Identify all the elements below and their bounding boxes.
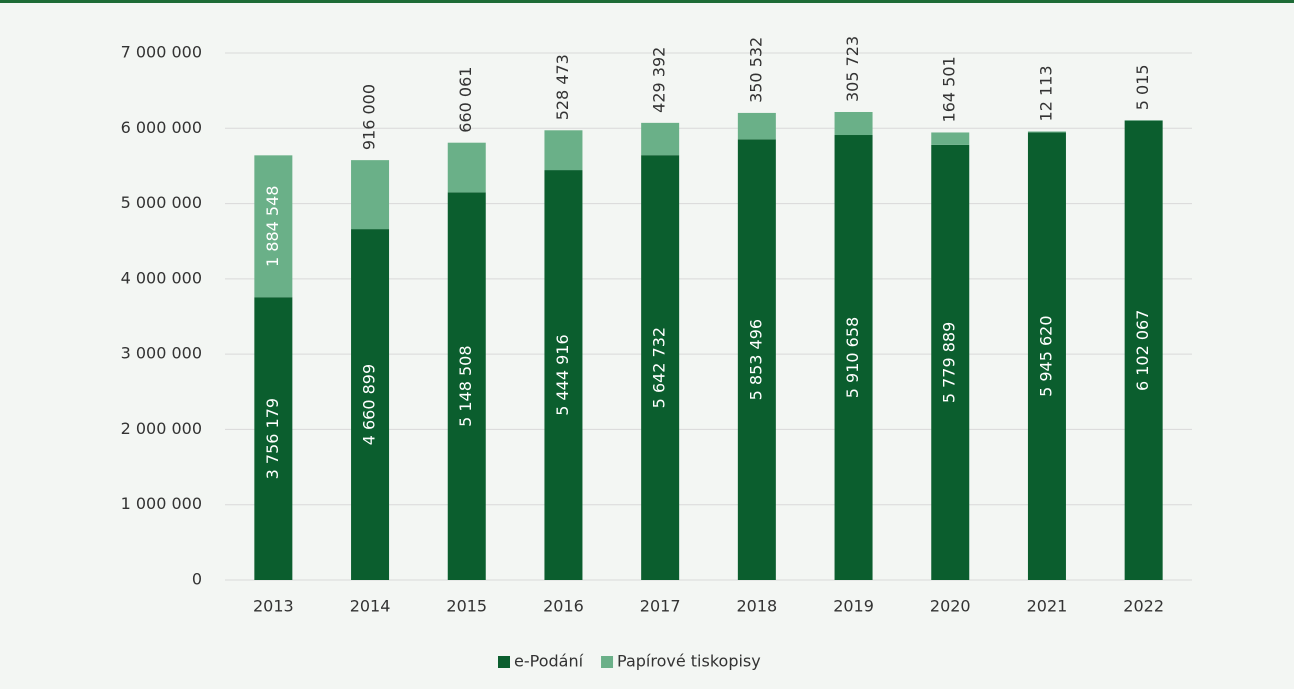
- x-tick-label: 2015: [446, 597, 487, 616]
- bar-segment: [641, 122, 680, 156]
- bar-segment: [641, 155, 680, 580]
- data-label: 660 061: [456, 67, 475, 133]
- bar-segment: [254, 297, 293, 580]
- y-tick-label: 3 000 000: [121, 344, 202, 363]
- data-label: 5 444 916: [553, 334, 572, 415]
- legend-label: Papírové tiskopisy: [617, 652, 761, 671]
- data-label: 5 945 620: [1036, 315, 1055, 396]
- data-label: 5 015: [1133, 64, 1152, 110]
- x-tick-label: 2016: [543, 597, 584, 616]
- x-tick-label: 2018: [736, 597, 777, 616]
- data-label: 916 000: [360, 84, 379, 150]
- x-tick-label: 2013: [253, 597, 294, 616]
- bar-segment: [351, 160, 390, 230]
- data-label: 305 723: [843, 36, 862, 102]
- data-label: 429 392: [650, 47, 669, 113]
- legend-label: e-Podání: [514, 652, 584, 671]
- x-tick-label: 2019: [833, 597, 874, 616]
- bar-segment: [544, 130, 583, 171]
- data-label: 5 910 658: [843, 317, 862, 398]
- data-label: 5 642 732: [650, 327, 669, 408]
- y-tick-label: 4 000 000: [121, 268, 202, 287]
- y-tick-label: 5 000 000: [121, 193, 202, 212]
- y-tick-label: 2 000 000: [121, 419, 202, 438]
- data-label: 350 532: [746, 37, 765, 103]
- bar-segment: [254, 155, 293, 298]
- bar-segment: [737, 112, 776, 140]
- data-label: 12 113: [1036, 65, 1055, 121]
- x-tick-label: 2020: [930, 597, 971, 616]
- x-tick-label: 2022: [1123, 597, 1164, 616]
- data-label: 5 779 889: [940, 322, 959, 403]
- top-border: [0, 0, 1294, 3]
- bar-segment: [351, 229, 390, 580]
- data-label: 4 660 899: [360, 364, 379, 445]
- bar-segment: [1124, 120, 1163, 580]
- bar-segment: [1027, 132, 1066, 580]
- y-tick-label: 6 000 000: [121, 118, 202, 137]
- y-tick-label: 0: [192, 570, 202, 589]
- data-label: 3 756 179: [263, 398, 282, 479]
- bar-segment: [447, 192, 486, 580]
- y-tick-label: 1 000 000: [121, 494, 202, 513]
- bar-segment: [544, 170, 583, 580]
- bar-segment: [737, 139, 776, 580]
- bar-segment: [931, 144, 970, 580]
- data-label: 6 102 067: [1133, 310, 1152, 391]
- legend-swatch: [498, 656, 510, 668]
- data-label: 1 884 548: [263, 186, 282, 267]
- x-tick-label: 2021: [1027, 597, 1068, 616]
- data-label: 5 853 496: [746, 319, 765, 400]
- legend-swatch: [601, 656, 614, 668]
- bar-segment: [834, 135, 873, 580]
- x-tick-label: 2017: [640, 597, 681, 616]
- data-label: 528 473: [553, 54, 572, 120]
- data-label: 5 148 508: [456, 345, 475, 426]
- bar-segment: [447, 142, 486, 193]
- x-tick-label: 2014: [350, 597, 391, 616]
- data-label: 164 501: [940, 56, 959, 122]
- bar-segment: [1027, 131, 1066, 133]
- bar-segment: [931, 132, 970, 145]
- y-tick-label: 7 000 000: [121, 43, 202, 62]
- bar-segment: [834, 111, 873, 136]
